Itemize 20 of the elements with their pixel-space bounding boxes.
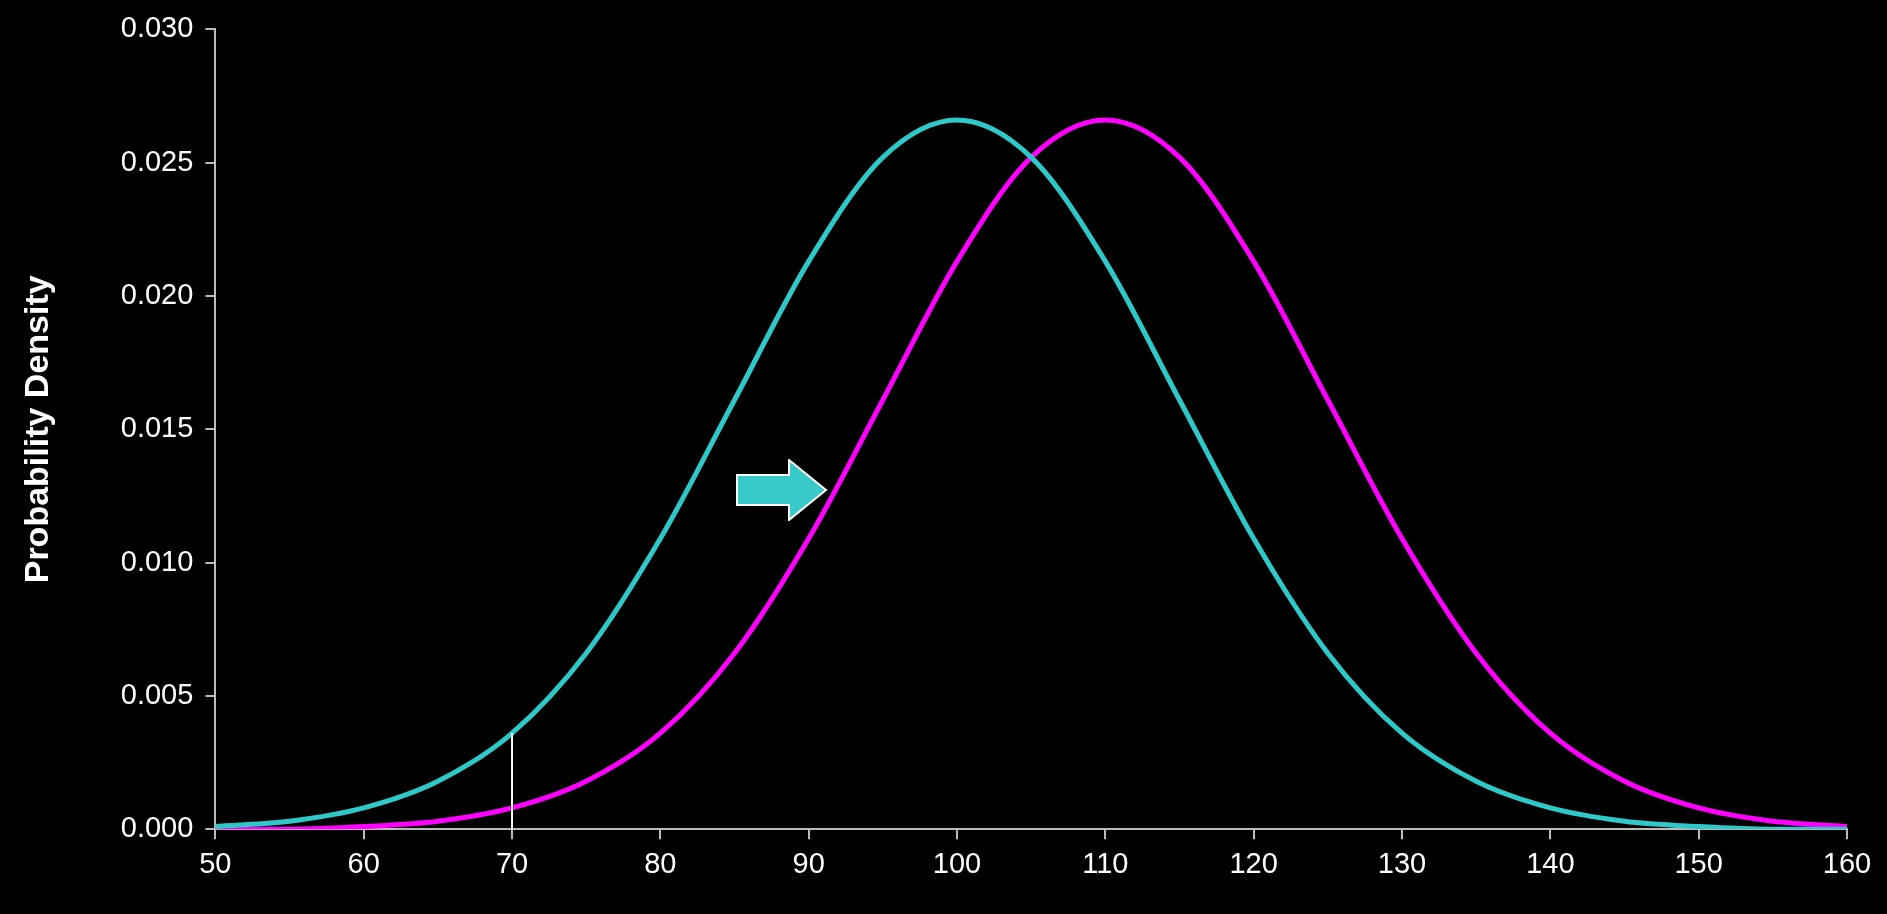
y-tick-label: 0.025 <box>120 144 194 177</box>
y-axis-title: Probability Density <box>16 275 55 584</box>
x-tick-label: 120 <box>1229 846 1278 879</box>
x-tick-label: 110 <box>1082 846 1129 879</box>
y-tick-label: 0.030 <box>120 11 194 44</box>
x-tick-label: 140 <box>1526 846 1575 879</box>
x-tick-label: 60 <box>347 846 380 879</box>
x-tick-label: 100 <box>932 846 982 879</box>
x-tick-label: 90 <box>792 846 825 879</box>
y-tick-label: 0.005 <box>120 677 194 710</box>
x-tick-label: 150 <box>1674 846 1723 879</box>
x-tick-label: 70 <box>495 846 529 879</box>
y-tick-label: 0.010 <box>120 544 194 577</box>
y-tick-label: 0.000 <box>120 811 194 844</box>
y-tick-label: 0.015 <box>120 411 194 444</box>
x-tick-label: 130 <box>1377 846 1427 879</box>
y-tick-label: 0.020 <box>120 278 194 310</box>
x-tick-label: 160 <box>1822 846 1872 879</box>
x-tick-label: 80 <box>644 846 677 879</box>
x-tick-label: 50 <box>199 846 232 879</box>
